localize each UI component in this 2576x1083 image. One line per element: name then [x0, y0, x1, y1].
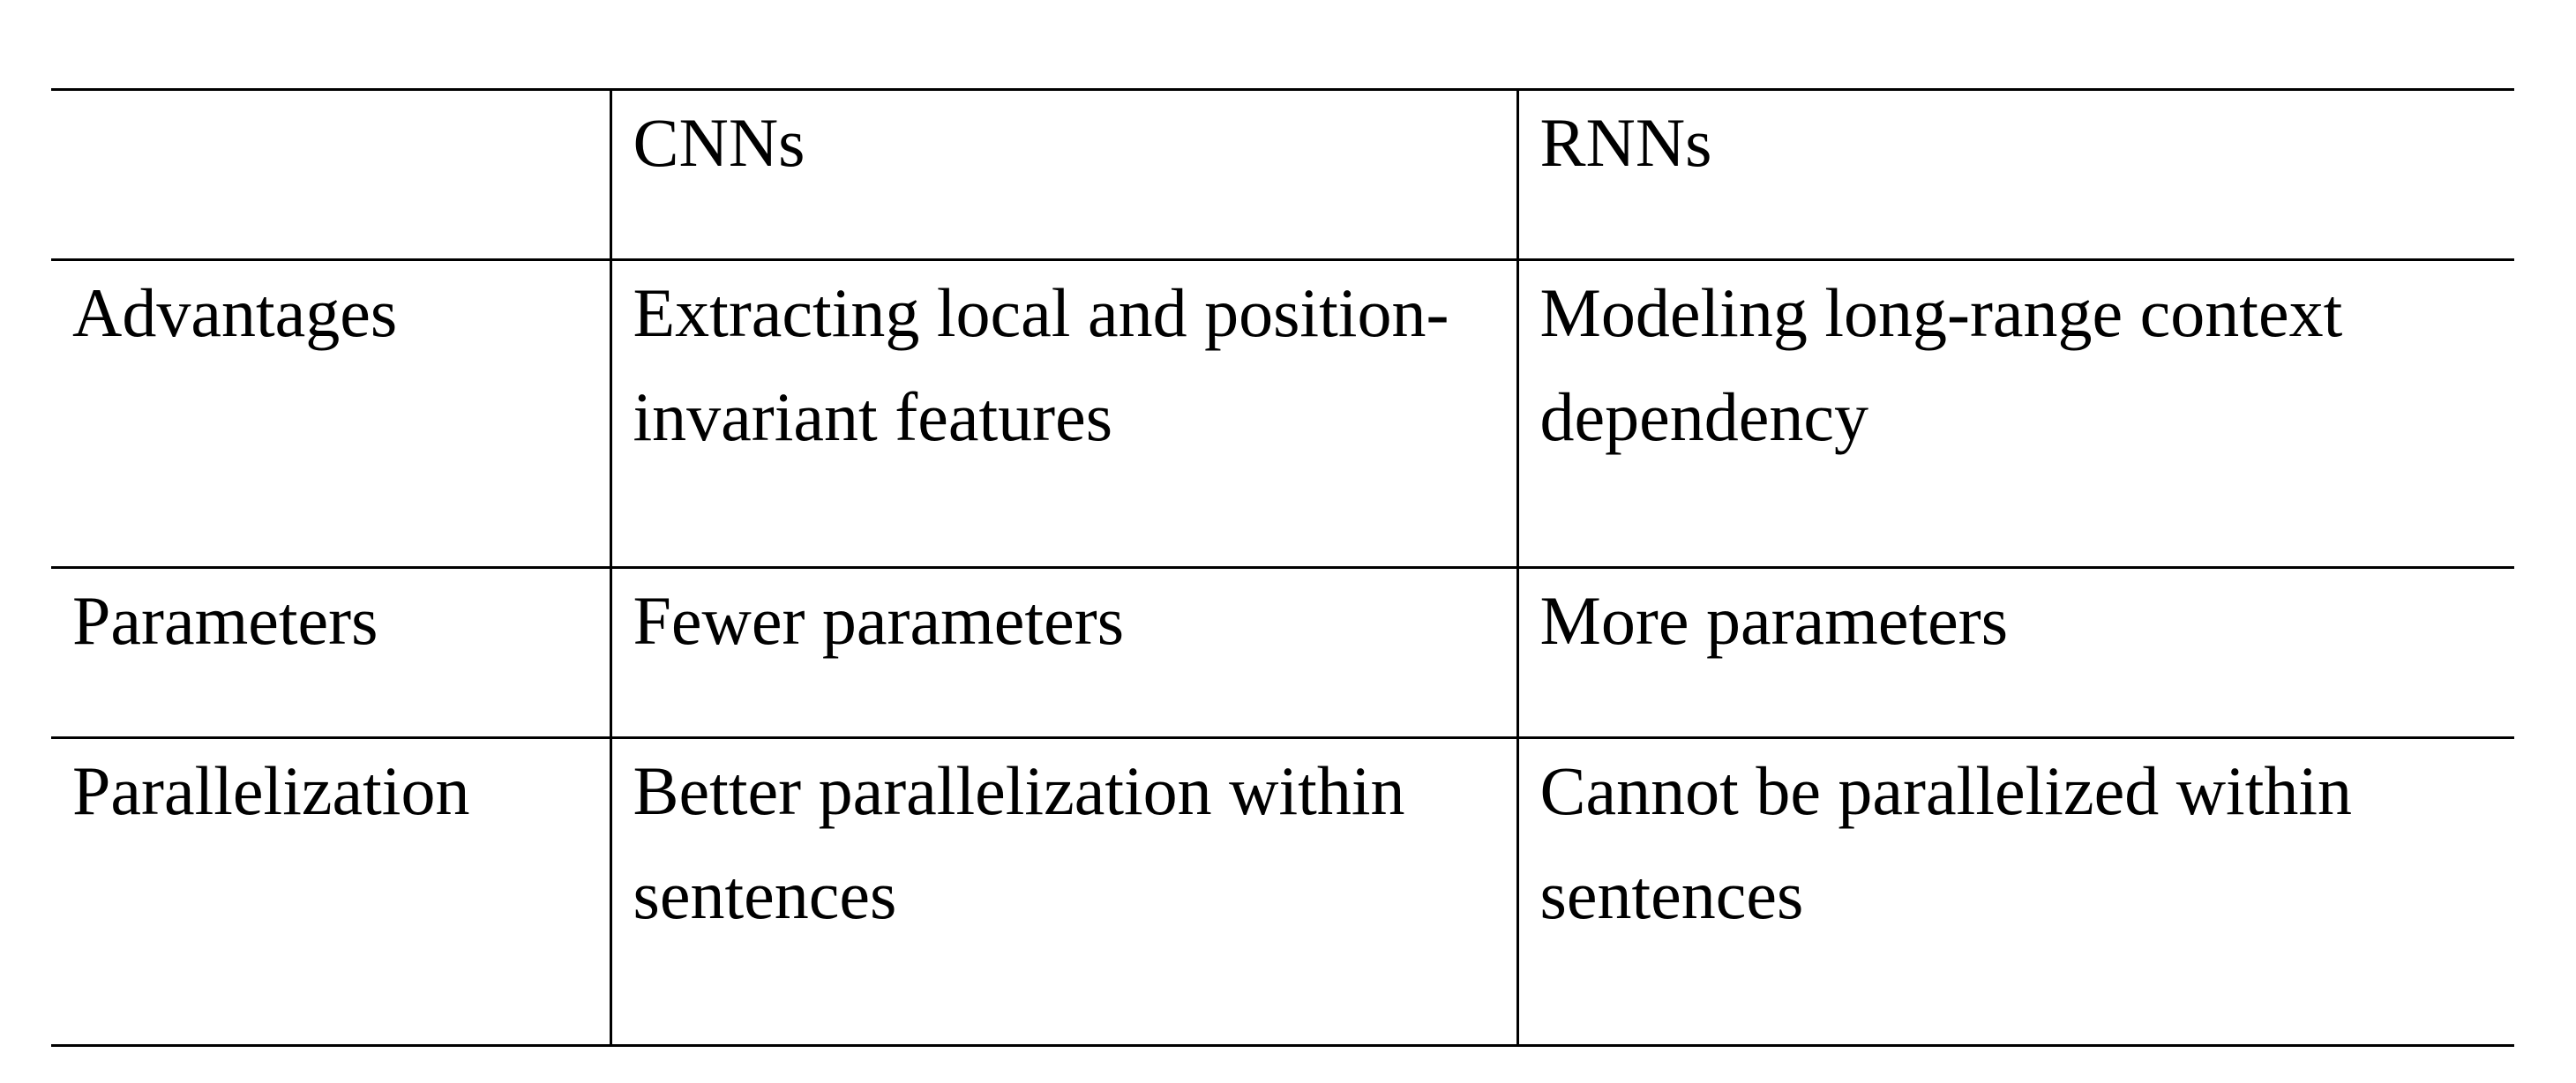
table-header-row: CNNs RNNs	[51, 88, 2514, 261]
cell-rnn-parameters: More parameters	[1516, 566, 2514, 739]
cell-cnn-parameters: Fewer parameters	[609, 566, 1519, 739]
header-rnns: RNNs	[1516, 88, 2514, 261]
cell-rnn-parallelization: Cannot be parallelized within sentences	[1516, 736, 2514, 1047]
cnn-rnn-comparison-table: CNNs RNNs Advantages Extracting local an…	[51, 88, 2514, 1047]
row-label-parameters: Parameters	[51, 566, 612, 739]
header-cnns: CNNs	[609, 88, 1519, 261]
table-row: Parameters Fewer parameters More paramet…	[51, 566, 2514, 739]
table-row: Parallelization Better parallelization w…	[51, 736, 2514, 1047]
row-label-parallelization: Parallelization	[51, 736, 612, 1047]
cell-cnn-advantages: Extracting local and position-invariant …	[609, 258, 1519, 569]
cell-cnn-parallelization: Better parallelization within sentences	[609, 736, 1519, 1047]
table-row: Advantages Extracting local and position…	[51, 258, 2514, 569]
header-empty-cell	[51, 88, 612, 261]
comparison-table-container: CNNs RNNs Advantages Extracting local an…	[51, 88, 2514, 1047]
row-label-advantages: Advantages	[51, 258, 612, 569]
cell-rnn-advantages: Modeling long-range context dependency	[1516, 258, 2514, 569]
